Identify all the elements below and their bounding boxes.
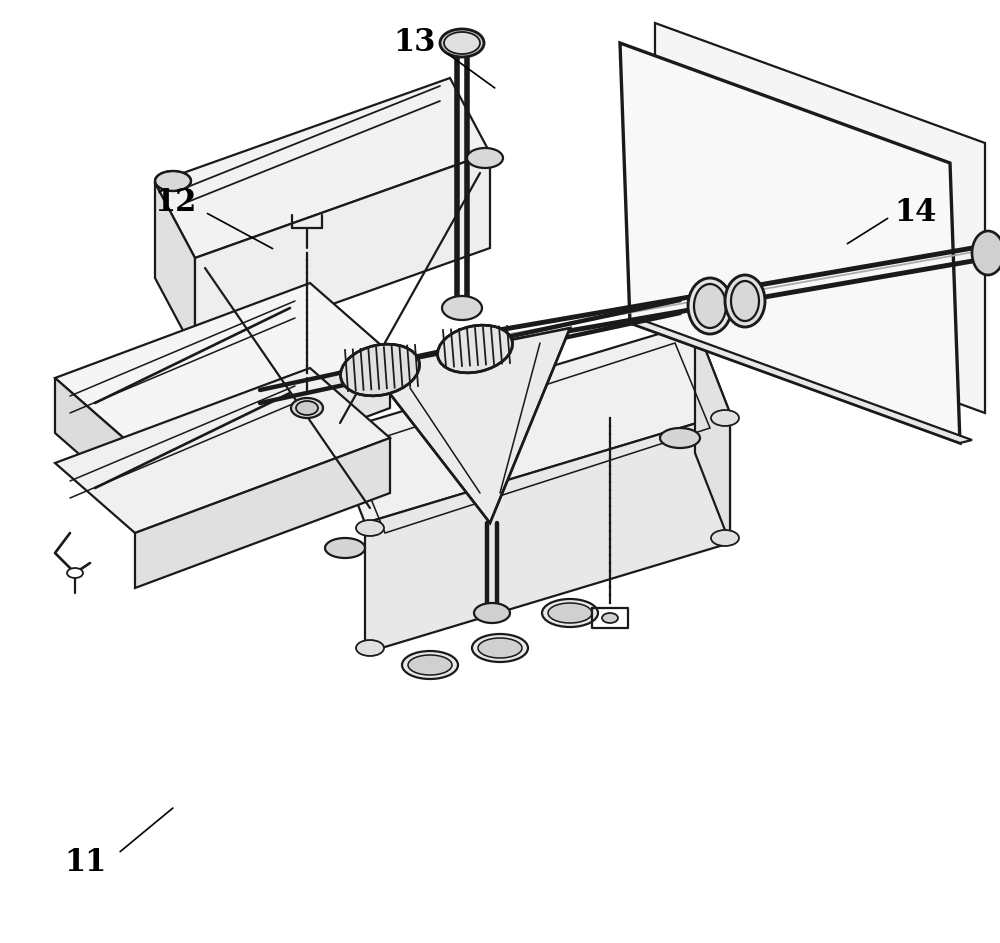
Ellipse shape xyxy=(408,655,452,675)
Polygon shape xyxy=(195,153,490,353)
Ellipse shape xyxy=(472,634,528,662)
Ellipse shape xyxy=(972,231,1000,275)
Ellipse shape xyxy=(688,278,732,334)
Ellipse shape xyxy=(694,284,726,328)
Polygon shape xyxy=(365,413,730,653)
Ellipse shape xyxy=(402,651,458,679)
Ellipse shape xyxy=(711,530,739,546)
Ellipse shape xyxy=(542,599,598,627)
Ellipse shape xyxy=(291,398,323,418)
Ellipse shape xyxy=(356,640,384,656)
Polygon shape xyxy=(655,23,985,413)
Polygon shape xyxy=(155,183,195,353)
Ellipse shape xyxy=(325,538,365,558)
Polygon shape xyxy=(135,353,390,503)
Polygon shape xyxy=(55,368,390,533)
Polygon shape xyxy=(620,43,960,443)
Polygon shape xyxy=(155,78,490,258)
Polygon shape xyxy=(55,378,135,503)
Text: 11: 11 xyxy=(64,848,106,878)
Ellipse shape xyxy=(442,296,482,320)
Ellipse shape xyxy=(731,281,759,321)
Polygon shape xyxy=(55,283,390,448)
Ellipse shape xyxy=(67,568,83,578)
Ellipse shape xyxy=(440,29,484,57)
Text: 14: 14 xyxy=(894,197,936,227)
Ellipse shape xyxy=(438,325,512,372)
Ellipse shape xyxy=(341,344,419,396)
Ellipse shape xyxy=(725,275,765,327)
Polygon shape xyxy=(135,438,390,588)
Ellipse shape xyxy=(711,410,739,426)
Ellipse shape xyxy=(155,171,191,191)
Ellipse shape xyxy=(474,603,510,623)
Ellipse shape xyxy=(602,613,618,623)
Ellipse shape xyxy=(356,520,384,536)
Polygon shape xyxy=(695,323,730,543)
Polygon shape xyxy=(330,323,730,523)
Ellipse shape xyxy=(444,32,480,54)
Polygon shape xyxy=(630,320,972,443)
Text: 12: 12 xyxy=(154,188,196,218)
Polygon shape xyxy=(370,328,570,523)
Ellipse shape xyxy=(467,148,503,168)
Ellipse shape xyxy=(660,428,700,448)
Ellipse shape xyxy=(296,401,318,415)
Ellipse shape xyxy=(548,603,592,623)
Ellipse shape xyxy=(478,638,522,658)
Text: 13: 13 xyxy=(394,27,436,58)
